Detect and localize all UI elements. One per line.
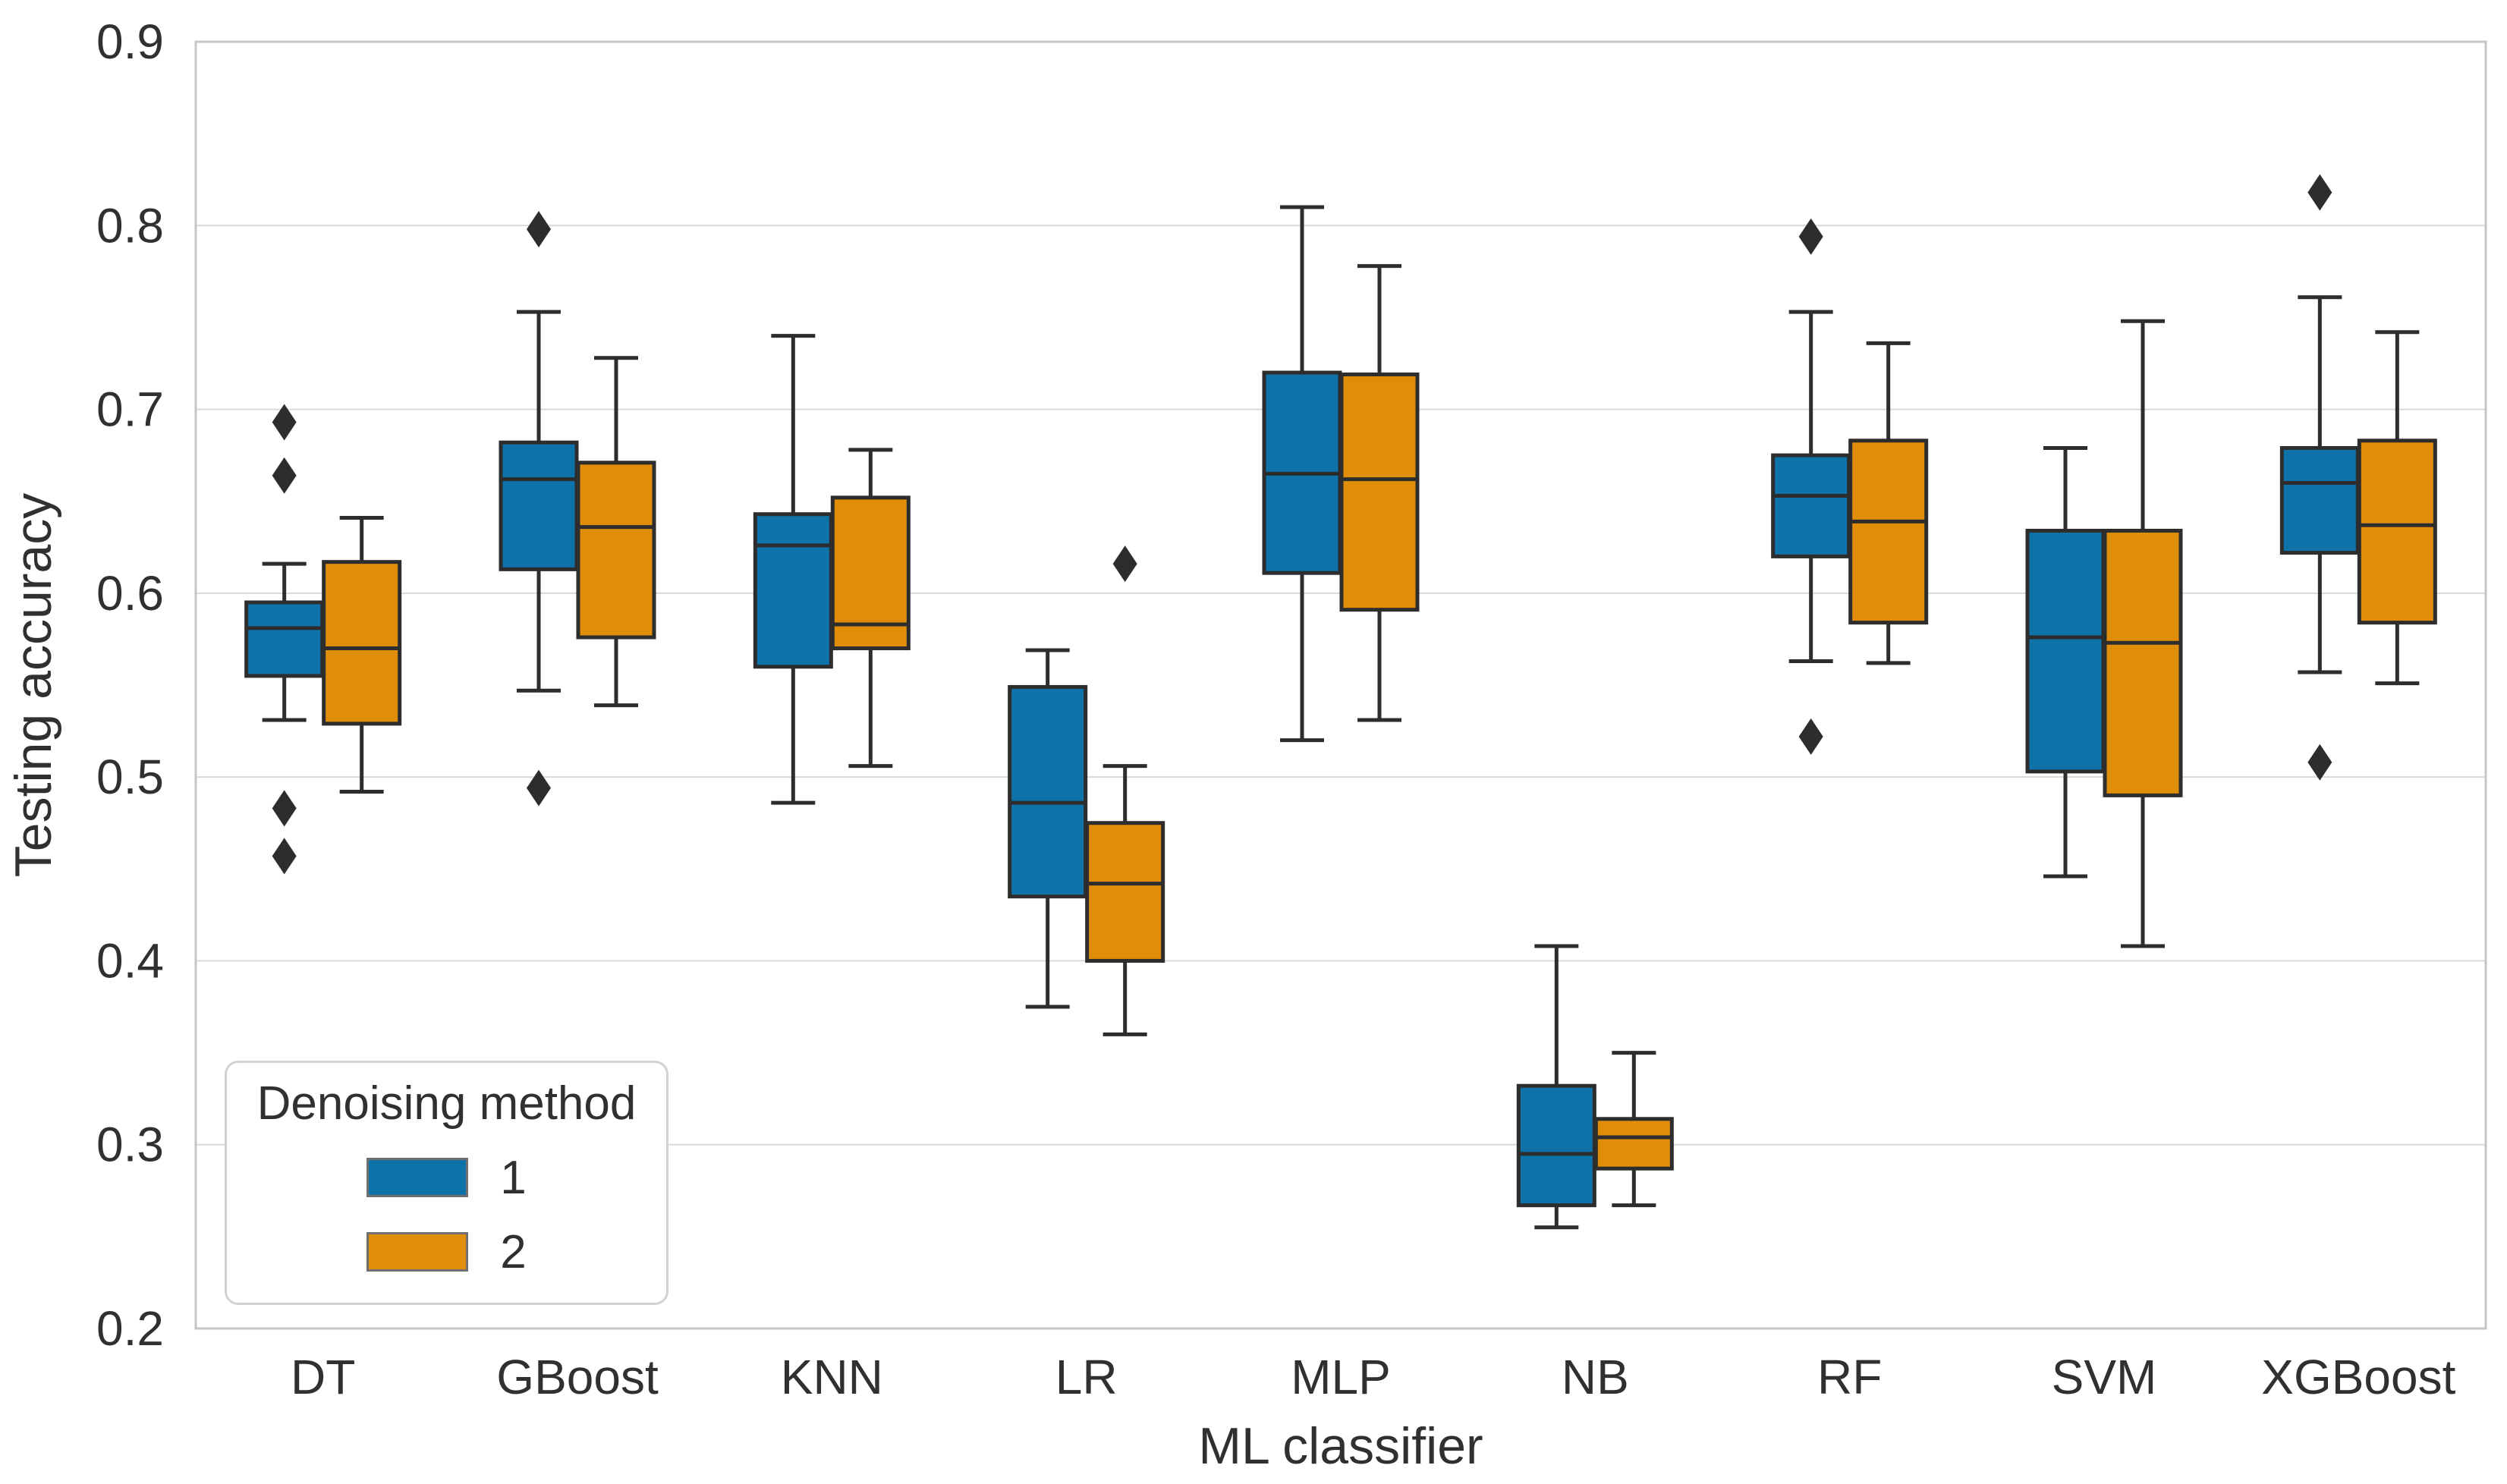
box bbox=[2103, 528, 2183, 797]
outlier-diamond-0 bbox=[527, 211, 551, 248]
x-tick-label-SVM: SVM bbox=[2052, 1350, 2157, 1404]
boxplot-GBoost-method-2 bbox=[576, 356, 656, 708]
x-tick-label-NB: NB bbox=[1562, 1350, 1629, 1404]
box bbox=[499, 440, 579, 571]
x-tick-label-LR: LR bbox=[1055, 1350, 1118, 1404]
box bbox=[2357, 439, 2437, 625]
box bbox=[322, 560, 402, 726]
box bbox=[753, 512, 833, 669]
y-tick-label-0.4: 0.4 bbox=[96, 933, 164, 988]
boxplot-XGBoost-method-1 bbox=[2279, 174, 2360, 781]
boxplot-LR-method-2 bbox=[1085, 545, 1165, 1036]
outlier-diamond-0 bbox=[1798, 218, 1823, 255]
legend-label-method-1: 1 bbox=[500, 1151, 527, 1204]
boxplot-NB-method-2 bbox=[1593, 1051, 1674, 1208]
y-tick-label-0.8: 0.8 bbox=[96, 198, 164, 253]
outlier-diamond-0 bbox=[272, 404, 297, 441]
legend-swatch-method-2 bbox=[366, 1232, 469, 1272]
x-axis-title: ML classifier bbox=[1198, 1417, 1483, 1475]
y-axis-title: Testing accuracy bbox=[5, 492, 62, 878]
legend: Denoising method 1 2 bbox=[225, 1061, 668, 1305]
plot-frame bbox=[194, 40, 2487, 1330]
y-tick-label-0.6: 0.6 bbox=[96, 566, 164, 621]
box bbox=[244, 600, 325, 678]
box bbox=[1339, 373, 1420, 612]
boxplot-SVM-method-2 bbox=[2103, 319, 2183, 948]
boxplot-MLP-method-2 bbox=[1339, 264, 1420, 722]
box bbox=[1516, 1083, 1596, 1208]
outlier-diamond-3 bbox=[272, 838, 297, 875]
boxplot-RF-method-2 bbox=[1848, 341, 1929, 665]
legend-entry-method-2: 2 bbox=[227, 1225, 666, 1279]
outlier-diamond-1 bbox=[2307, 744, 2332, 781]
boxplot-MLP-method-1 bbox=[1262, 205, 1342, 743]
boxplot-XGBoost-method-2 bbox=[2357, 330, 2437, 686]
box bbox=[2279, 445, 2360, 555]
outlier-diamond-1 bbox=[527, 769, 551, 806]
x-tick-label-RF: RF bbox=[1817, 1350, 1882, 1404]
x-tick-label-GBoost: GBoost bbox=[496, 1350, 659, 1404]
legend-entry-method-1: 1 bbox=[227, 1150, 666, 1205]
y-tick-label-0.3: 0.3 bbox=[96, 1118, 164, 1172]
outlier-diamond-2 bbox=[272, 790, 297, 827]
box bbox=[1593, 1117, 1674, 1171]
boxplot-NB-method-1 bbox=[1516, 944, 1596, 1230]
box bbox=[1848, 439, 1929, 625]
x-tick-label-KNN: KNN bbox=[781, 1350, 883, 1404]
outlier-diamond-1 bbox=[1798, 718, 1823, 755]
legend-swatch-method-1 bbox=[366, 1158, 469, 1197]
box bbox=[2025, 528, 2106, 774]
boxplot-RF-method-1 bbox=[1771, 218, 1851, 755]
x-tick-label-MLP: MLP bbox=[1291, 1350, 1391, 1404]
y-tick-label-0.5: 0.5 bbox=[96, 750, 164, 804]
legend-label-method-2: 2 bbox=[500, 1225, 527, 1278]
y-tick-label-0.9: 0.9 bbox=[96, 14, 164, 69]
box bbox=[576, 461, 656, 640]
boxplot-GBoost-method-1 bbox=[499, 211, 579, 806]
outlier-diamond-1 bbox=[272, 457, 297, 494]
boxplot-KNN-method-1 bbox=[753, 334, 833, 805]
outlier-diamond-0 bbox=[1112, 545, 1137, 583]
x-tick-label-XGBoost: XGBoost bbox=[2261, 1350, 2455, 1404]
outlier-diamond-0 bbox=[2307, 174, 2332, 211]
box bbox=[1771, 453, 1851, 558]
x-tick-label-DT: DT bbox=[291, 1350, 355, 1404]
y-tick-label-0.2: 0.2 bbox=[96, 1301, 164, 1356]
legend-title: Denoising method bbox=[256, 1077, 637, 1130]
boxplot-KNN-method-2 bbox=[830, 448, 911, 769]
box bbox=[1008, 684, 1088, 899]
boxplot-DT-method-2 bbox=[322, 516, 402, 794]
boxplot-DT-method-1 bbox=[244, 404, 325, 875]
boxplot-SVM-method-1 bbox=[2025, 445, 2106, 879]
boxplot-LR-method-1 bbox=[1008, 648, 1088, 1009]
box bbox=[1085, 821, 1165, 963]
y-tick-label-0.7: 0.7 bbox=[96, 382, 164, 437]
